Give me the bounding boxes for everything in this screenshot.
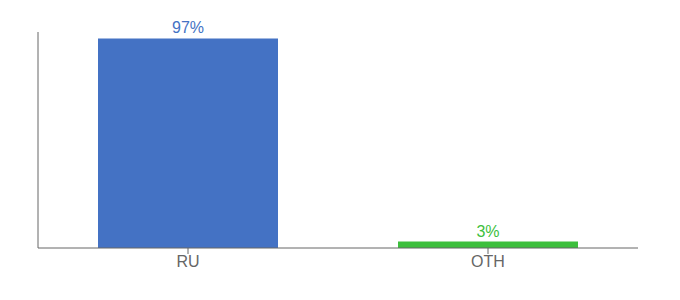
svg-text:OTH: OTH	[471, 253, 505, 270]
svg-text:RU: RU	[176, 253, 199, 270]
svg-text:3%: 3%	[476, 223, 499, 240]
svg-text:97%: 97%	[172, 19, 204, 36]
